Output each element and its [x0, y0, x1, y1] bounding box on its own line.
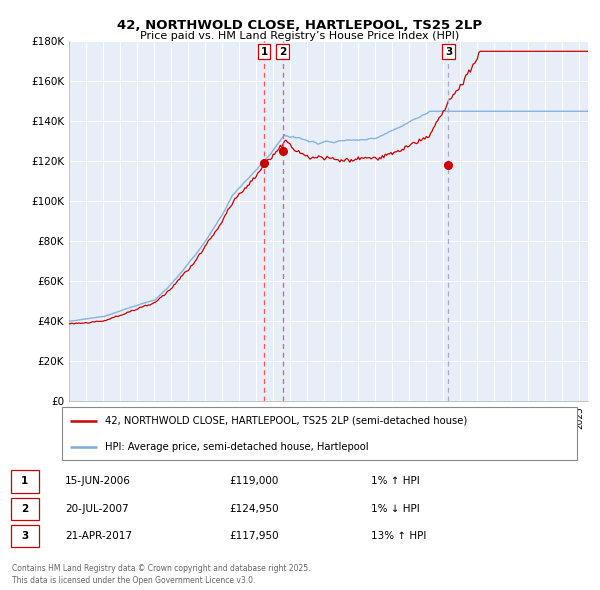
Text: 42, NORTHWOLD CLOSE, HARTLEPOOL, TS25 2LP: 42, NORTHWOLD CLOSE, HARTLEPOOL, TS25 2L…	[118, 19, 482, 32]
Text: 1: 1	[260, 47, 268, 57]
Text: 20-JUL-2007: 20-JUL-2007	[65, 504, 128, 514]
Text: £119,000: £119,000	[229, 477, 279, 487]
Text: 3: 3	[21, 531, 28, 541]
Text: 2: 2	[21, 504, 28, 514]
FancyBboxPatch shape	[62, 407, 577, 460]
FancyBboxPatch shape	[11, 470, 39, 493]
Text: HPI: Average price, semi-detached house, Hartlepool: HPI: Average price, semi-detached house,…	[105, 442, 368, 451]
Text: £124,950: £124,950	[229, 504, 279, 514]
Text: 1: 1	[21, 477, 28, 487]
FancyBboxPatch shape	[11, 525, 39, 548]
Text: 2: 2	[279, 47, 286, 57]
FancyBboxPatch shape	[11, 498, 39, 520]
Text: 21-APR-2017: 21-APR-2017	[65, 531, 132, 541]
Text: 15-JUN-2006: 15-JUN-2006	[65, 477, 131, 487]
Text: 1% ↓ HPI: 1% ↓ HPI	[371, 504, 419, 514]
Text: 42, NORTHWOLD CLOSE, HARTLEPOOL, TS25 2LP (semi-detached house): 42, NORTHWOLD CLOSE, HARTLEPOOL, TS25 2L…	[105, 416, 467, 425]
Text: 1% ↑ HPI: 1% ↑ HPI	[371, 477, 419, 487]
Text: Contains HM Land Registry data © Crown copyright and database right 2025.
This d: Contains HM Land Registry data © Crown c…	[12, 565, 311, 585]
Text: Price paid vs. HM Land Registry’s House Price Index (HPI): Price paid vs. HM Land Registry’s House …	[140, 31, 460, 41]
Text: £117,950: £117,950	[229, 531, 279, 541]
Text: 3: 3	[445, 47, 452, 57]
Text: 13% ↑ HPI: 13% ↑ HPI	[371, 531, 426, 541]
